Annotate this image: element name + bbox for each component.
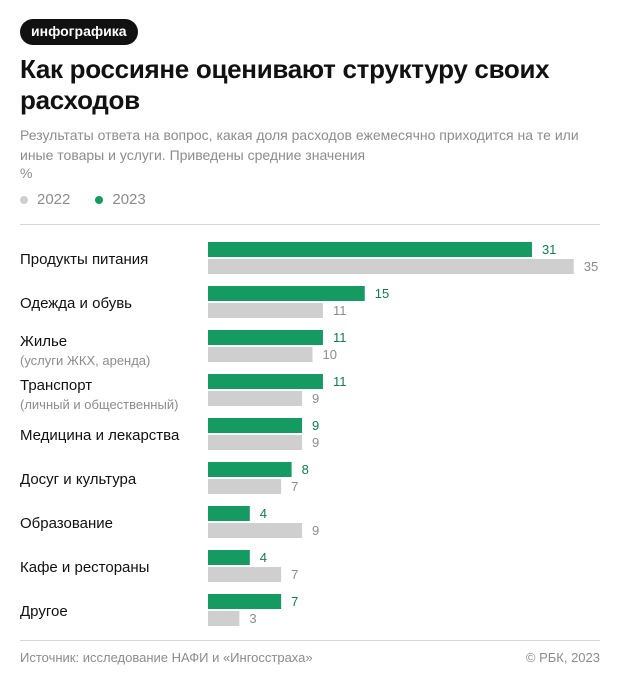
bar-2023: [208, 418, 303, 433]
category-label: Образование: [20, 515, 113, 532]
category-label: Жилье: [20, 333, 67, 350]
unit-label: %: [20, 165, 33, 181]
category-label: Транспорт: [20, 377, 92, 394]
category-note: (услуги ЖКХ, аренда): [20, 353, 150, 368]
bar-2022: [208, 259, 574, 274]
data-label-2022: 3: [249, 611, 256, 626]
category-label: Другое: [20, 603, 68, 620]
legend-dot-2023: [95, 195, 104, 204]
data-label-2023: 31: [542, 242, 556, 257]
bar-2023: [208, 330, 323, 345]
bar-2023: [208, 506, 250, 521]
bar-2023: [208, 374, 323, 389]
data-label-2023: 11: [333, 374, 347, 389]
data-label-2023: 11: [333, 330, 347, 345]
data-label-2022: 9: [312, 391, 319, 406]
data-label-2022: 35: [584, 259, 598, 274]
bar-2022: [208, 347, 313, 362]
bar-2023: [208, 286, 365, 301]
bar-2022: [208, 523, 303, 538]
bar-2023: [208, 242, 532, 257]
bar-2023: [208, 462, 292, 477]
category-note: (личный и общественный): [20, 397, 178, 412]
bar-2022: [208, 435, 303, 450]
bar-2023: [208, 594, 282, 609]
category-label: Досуг и культура: [20, 471, 137, 488]
data-label-2023: 4: [260, 550, 267, 565]
copyright-note: © РБК, 2023: [525, 650, 600, 665]
top-divider: [20, 224, 600, 225]
data-label-2022: 7: [291, 479, 298, 494]
legend-dot-2022: [20, 195, 28, 204]
data-label-2023: 15: [375, 286, 389, 301]
category-label: Медицина и лекарства: [20, 427, 180, 444]
source-note: Источник: исследование НАФИ и «Ингосстра…: [20, 650, 313, 665]
legend-item-2022: 2022: [20, 191, 70, 208]
bottom-divider: [20, 640, 600, 641]
legend-item-2023: 2023: [95, 191, 146, 208]
data-label-2022: 10: [323, 347, 337, 362]
data-label-2022: 9: [312, 523, 319, 538]
chart-subtitle: Результаты ответа на вопрос, какая доля …: [20, 127, 579, 163]
data-label-2023: 8: [302, 462, 309, 477]
legend-label-2022: 2022: [37, 191, 71, 208]
data-label-2022: 11: [333, 303, 347, 318]
bar-2023: [208, 550, 250, 565]
bar-2022: [208, 303, 323, 318]
data-label-2022: 9: [312, 435, 319, 450]
legend-label-2023: 2023: [112, 191, 146, 208]
page-title: Как россияне оценивают структуру своих р…: [20, 54, 550, 115]
category-label: Кафе и рестораны: [20, 559, 149, 576]
bar-2022: [208, 391, 303, 406]
data-label-2022: 7: [291, 567, 298, 582]
bar-2022: [208, 611, 240, 626]
chart-legend: 2022 2023: [20, 191, 171, 208]
bar-chart: Продукты питания 31 35 Одежда и обувь 15 11 Жи…: [20, 242, 598, 626]
category-label: Продукты питания: [20, 251, 148, 268]
bar-2022: [208, 567, 282, 582]
data-label-2023: 7: [291, 594, 298, 609]
data-label-2023: 9: [312, 418, 319, 433]
category-badge: инфографика: [20, 19, 138, 45]
category-label: Одежда и обувь: [20, 295, 132, 312]
data-label-2023: 4: [260, 506, 267, 521]
bar-2022: [208, 479, 282, 494]
